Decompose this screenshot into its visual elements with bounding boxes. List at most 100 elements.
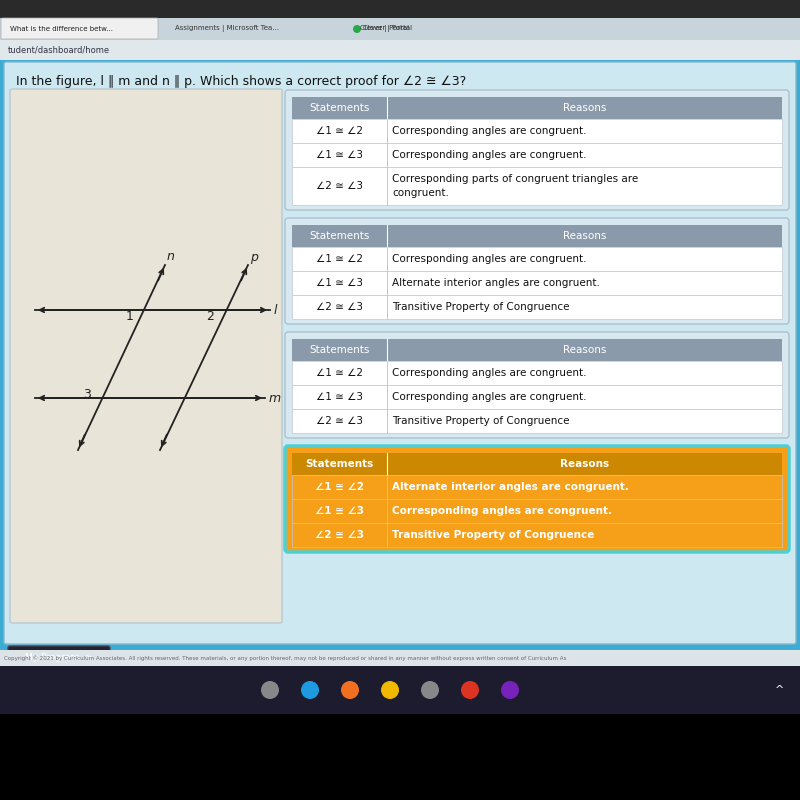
FancyBboxPatch shape	[8, 646, 110, 670]
Text: Corresponding angles are congruent.: Corresponding angles are congruent.	[392, 254, 586, 264]
Bar	[0, 0, 800, 18]
FancyBboxPatch shape	[285, 446, 789, 552]
Text: What is the difference betw...: What is the difference betw...	[10, 26, 113, 32]
Bar	[292, 295, 387, 319]
FancyBboxPatch shape	[1, 18, 158, 39]
Text: Clever | Portal: Clever | Portal	[363, 26, 412, 33]
Bar	[0, 666, 800, 714]
Bar	[387, 523, 782, 547]
Text: Reasons: Reasons	[563, 345, 606, 355]
Text: Corresponding parts of congruent triangles are: Corresponding parts of congruent triangl…	[392, 174, 638, 184]
Text: ∠1 ≅ ∠2: ∠1 ≅ ∠2	[316, 126, 363, 136]
FancyBboxPatch shape	[285, 90, 789, 210]
Text: 2: 2	[206, 310, 214, 322]
Text: Clever | Portal: Clever | Portal	[360, 26, 409, 33]
Bar	[387, 409, 782, 433]
Bar	[387, 475, 782, 499]
Text: Statements: Statements	[306, 459, 374, 469]
Bar	[292, 385, 387, 409]
Bar	[0, 40, 800, 60]
Text: ∠2 ≅ ∠3: ∠2 ≅ ∠3	[316, 181, 363, 191]
Bar	[0, 714, 800, 800]
Bar	[387, 247, 782, 271]
Bar	[387, 119, 782, 143]
Text: Reasons: Reasons	[563, 103, 606, 113]
Text: Corresponding angles are congruent.: Corresponding angles are congruent.	[392, 506, 612, 516]
Bar	[292, 361, 387, 385]
Text: ∠2 ≅ ∠3: ∠2 ≅ ∠3	[316, 302, 363, 312]
Bar	[292, 499, 387, 523]
Text: Reasons: Reasons	[563, 231, 606, 241]
Bar	[292, 271, 387, 295]
Text: ^: ^	[775, 685, 785, 695]
Circle shape	[501, 681, 519, 699]
Bar	[292, 225, 782, 247]
Text: Alternate interior angles are congruent.: Alternate interior angles are congruent.	[392, 482, 629, 492]
Text: Statements: Statements	[310, 103, 370, 113]
Text: Corresponding angles are congruent.: Corresponding angles are congruent.	[392, 126, 586, 136]
Bar	[292, 143, 387, 167]
Text: Copyright © 2021 by Curriculum Associates. All rights reserved. These materials,: Copyright © 2021 by Curriculum Associate…	[4, 655, 566, 661]
Text: ∠2 ≅ ∠3: ∠2 ≅ ∠3	[316, 416, 363, 426]
Bar	[387, 361, 782, 385]
FancyBboxPatch shape	[4, 62, 796, 644]
Text: Alternate interior angles are congruent.: Alternate interior angles are congruent.	[392, 278, 600, 288]
Text: n: n	[167, 250, 175, 263]
Bar	[0, 18, 800, 40]
Text: ∠1 ≅ ∠2: ∠1 ≅ ∠2	[316, 254, 363, 264]
Text: Statements: Statements	[310, 231, 370, 241]
Circle shape	[461, 681, 479, 699]
Bar	[387, 499, 782, 523]
FancyBboxPatch shape	[10, 89, 282, 623]
Bar	[387, 167, 782, 205]
Bar	[387, 143, 782, 167]
Text: Reasons: Reasons	[560, 459, 609, 469]
Bar	[292, 97, 782, 119]
Text: ∠1 ≅ ∠2: ∠1 ≅ ∠2	[316, 368, 363, 378]
Text: l: l	[274, 303, 278, 317]
Bar	[292, 119, 387, 143]
Text: tudent/dashboard/home: tudent/dashboard/home	[8, 46, 110, 54]
Circle shape	[421, 681, 439, 699]
Text: ∠1 ≅ ∠3: ∠1 ≅ ∠3	[315, 506, 364, 516]
Bar	[387, 271, 782, 295]
Bar	[0, 650, 800, 666]
Bar	[292, 339, 782, 361]
Text: Transitive Property of Congruence: Transitive Property of Congruence	[392, 302, 570, 312]
Text: Transitive Property of Congruence: Transitive Property of Congruence	[392, 530, 594, 540]
Text: 1: 1	[126, 310, 134, 322]
Circle shape	[353, 25, 361, 33]
FancyBboxPatch shape	[285, 218, 789, 324]
Bar	[387, 385, 782, 409]
Circle shape	[381, 681, 399, 699]
Text: ∠1 ≅ ∠3: ∠1 ≅ ∠3	[316, 278, 363, 288]
Text: Corresponding angles are congruent.: Corresponding angles are congruent.	[392, 392, 586, 402]
Bar	[0, 60, 800, 650]
Bar	[292, 247, 387, 271]
Bar	[292, 475, 387, 499]
Text: m: m	[269, 391, 281, 405]
Circle shape	[341, 681, 359, 699]
Bar	[292, 453, 782, 475]
Text: Statements: Statements	[310, 345, 370, 355]
Text: ∠2 ≅ ∠3: ∠2 ≅ ∠3	[315, 530, 364, 540]
Text: Assignments | Microsoft Tea...: Assignments | Microsoft Tea...	[175, 26, 279, 33]
Text: Corresponding angles are congruent.: Corresponding angles are congruent.	[392, 368, 586, 378]
Text: My Progress  >: My Progress >	[25, 654, 93, 662]
Bar	[387, 295, 782, 319]
Circle shape	[301, 681, 319, 699]
Text: congruent.: congruent.	[392, 188, 449, 198]
Text: ∠1 ≅ ∠3: ∠1 ≅ ∠3	[316, 150, 363, 160]
Text: Corresponding angles are congruent.: Corresponding angles are congruent.	[392, 150, 586, 160]
Bar	[292, 409, 387, 433]
Bar	[292, 523, 387, 547]
Text: 3: 3	[83, 387, 91, 401]
Text: ∠1 ≅ ∠3: ∠1 ≅ ∠3	[316, 392, 363, 402]
Bar	[292, 167, 387, 205]
Text: p: p	[250, 250, 258, 263]
FancyBboxPatch shape	[285, 332, 789, 438]
Text: ∠1 ≅ ∠2: ∠1 ≅ ∠2	[315, 482, 364, 492]
Text: In the figure, l ∥ m and n ∥ p. Which shows a correct proof for ∠2 ≅ ∠3?: In the figure, l ∥ m and n ∥ p. Which sh…	[16, 75, 466, 89]
Circle shape	[261, 681, 279, 699]
Text: Transitive Property of Congruence: Transitive Property of Congruence	[392, 416, 570, 426]
